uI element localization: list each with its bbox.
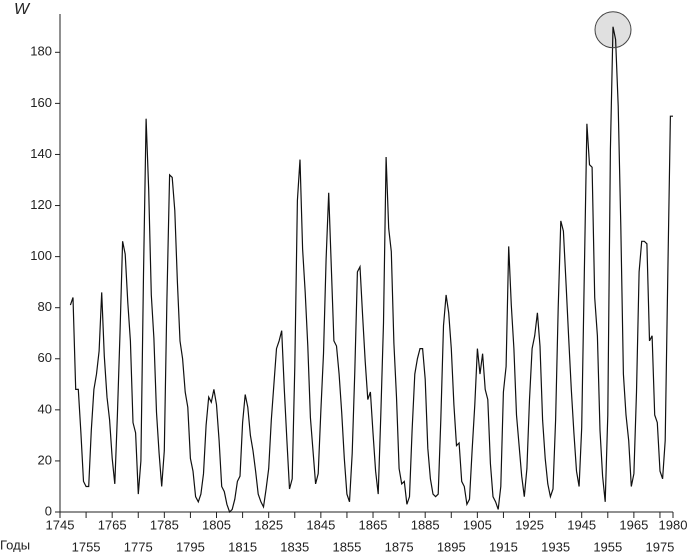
- x-tick-label: 1755: [72, 539, 101, 554]
- y-tick-label: 80: [38, 299, 52, 314]
- y-tick-label: 160: [30, 95, 52, 110]
- x-tick-label: 1815: [228, 539, 257, 554]
- x-tick-label: 1935: [541, 539, 570, 554]
- y-axis-label: W: [14, 1, 31, 18]
- y-tick-label: 60: [38, 350, 52, 365]
- x-tick-label: 1775: [124, 539, 153, 554]
- x-tick-label: 1980: [659, 517, 687, 532]
- x-tick-label: 1905: [463, 517, 492, 532]
- x-tick-label: 1865: [359, 517, 388, 532]
- x-tick-label: 1805: [202, 517, 231, 532]
- y-tick-label: 180: [30, 44, 52, 59]
- x-tick-label: 1845: [306, 517, 335, 532]
- y-tick-label: 0: [45, 503, 52, 518]
- x-tick-label: 1785: [150, 517, 179, 532]
- data-line: [69, 26, 673, 514]
- y-tick-label: 100: [30, 248, 52, 263]
- y-tick-label: 140: [30, 146, 52, 161]
- y-tick-label: 40: [38, 401, 52, 416]
- x-tick-label: 1925: [515, 517, 544, 532]
- x-tick-label: 1765: [98, 517, 127, 532]
- peak-highlight: [594, 11, 632, 49]
- x-tick-label: 1915: [489, 539, 518, 554]
- x-tick-label: 1795: [176, 539, 205, 554]
- x-tick-label: 1975: [645, 539, 674, 554]
- x-tick-label: 1945: [567, 517, 596, 532]
- x-tick-label: 1825: [254, 517, 283, 532]
- x-tick-label: 1835: [280, 539, 309, 554]
- x-tick-label: 1965: [619, 517, 648, 532]
- x-axis-label: Годы: [0, 537, 30, 552]
- x-tick-label: 1875: [385, 539, 414, 554]
- x-tick-label: 1745: [46, 517, 75, 532]
- x-tick-label: 1955: [593, 539, 622, 554]
- y-tick-label: 20: [38, 452, 52, 467]
- x-tick-label: 1895: [437, 539, 466, 554]
- x-tick-label: 1855: [332, 539, 361, 554]
- y-tick-label: 120: [30, 197, 52, 212]
- x-tick-label: 1885: [411, 517, 440, 532]
